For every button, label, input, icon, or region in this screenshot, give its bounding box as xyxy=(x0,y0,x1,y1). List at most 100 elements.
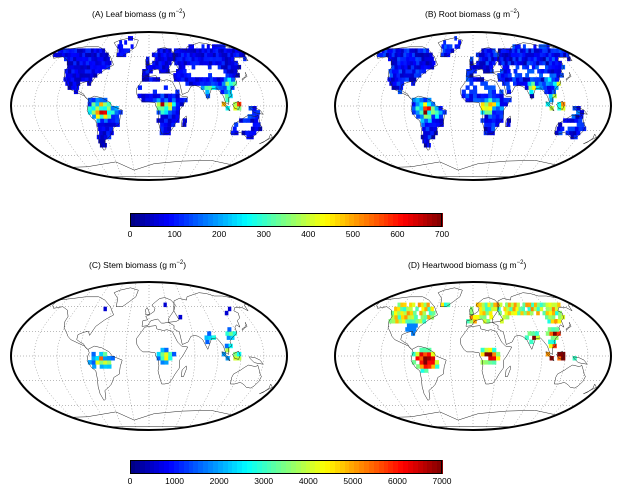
biomass-cell xyxy=(505,314,510,320)
biomass-cell xyxy=(160,114,165,119)
biomass-cell xyxy=(215,60,219,66)
biomass-cell xyxy=(461,89,466,95)
colorbar-segment xyxy=(232,460,238,474)
biomass-cell xyxy=(95,356,100,361)
biomass-cell xyxy=(118,110,123,115)
biomass-cell xyxy=(167,118,172,123)
biomass-cell xyxy=(226,48,230,53)
biomass-cell xyxy=(67,85,72,90)
biomass-cell xyxy=(103,114,108,119)
biomass-cell xyxy=(410,64,415,70)
biomass-cell xyxy=(427,106,432,111)
biomass-cell xyxy=(160,110,165,115)
biomass-cell xyxy=(500,56,504,62)
biomass-cell xyxy=(234,64,238,70)
biomass-cell xyxy=(575,114,580,119)
biomass-cell xyxy=(414,314,418,320)
biomass-cell xyxy=(170,56,174,62)
biomass-cell xyxy=(192,81,197,86)
biomass-cell xyxy=(167,126,172,132)
colorbar-tick-label: 500 xyxy=(345,229,360,239)
panel-b-title: (B) Root biomass (g m−2) xyxy=(425,9,520,19)
graticule-meridian xyxy=(79,282,112,430)
biomass-cell xyxy=(524,56,528,62)
biomass-cell xyxy=(69,73,73,78)
biomass-cell xyxy=(479,310,483,316)
biomass-cell xyxy=(214,44,218,49)
biomass-cell xyxy=(230,69,234,74)
biomass-cell xyxy=(394,52,398,58)
coastline-madagascar xyxy=(181,115,187,127)
colorbar-segment xyxy=(388,213,394,227)
biomass-cell xyxy=(491,126,496,132)
biomass-cell xyxy=(436,122,441,127)
biomass-cell xyxy=(387,77,392,82)
biomass-cell xyxy=(527,56,531,62)
biomass-cell xyxy=(163,52,167,58)
biomass-cell xyxy=(488,118,493,123)
biomass-cell xyxy=(547,48,551,53)
biomass-cell xyxy=(469,97,474,103)
colorbar-segment xyxy=(349,460,355,474)
biomass-cell xyxy=(233,69,238,74)
biomass-cell xyxy=(522,64,526,70)
biomass-cell xyxy=(465,93,470,99)
biomass-cell xyxy=(404,64,408,70)
coastline-madagascar xyxy=(505,365,511,377)
biomass-cell xyxy=(223,48,227,53)
biomass-cell xyxy=(141,93,146,99)
biomass-cell xyxy=(431,110,436,115)
biomass-cell xyxy=(405,77,410,82)
biomass-cell xyxy=(439,118,444,123)
colorbar-segment xyxy=(393,213,399,227)
biomass-cell xyxy=(492,110,497,115)
biomass-cell xyxy=(527,306,531,312)
biomass-cell xyxy=(103,364,108,369)
biomass-cell xyxy=(76,52,80,58)
biomass-cell xyxy=(493,52,497,58)
biomass-cell xyxy=(522,52,526,58)
biomass-cell xyxy=(188,77,193,82)
biomass-cell xyxy=(469,77,474,82)
coastline-south-america xyxy=(410,345,447,401)
biomass-cell xyxy=(420,52,424,58)
biomass-cell xyxy=(152,77,157,82)
biomass-cell xyxy=(413,60,417,66)
biomass-cell xyxy=(423,101,428,107)
biomass-cell xyxy=(403,52,407,58)
biomass-cell xyxy=(175,93,180,99)
coastline-new-guinea xyxy=(249,356,264,365)
biomass-cell xyxy=(429,126,434,132)
biomass-cell xyxy=(497,77,502,82)
biomass-cell xyxy=(415,101,420,107)
colorbar-segment xyxy=(281,213,287,227)
coastline-japan xyxy=(565,322,572,332)
biomass-cell xyxy=(488,106,493,111)
biomass-cell xyxy=(74,48,78,53)
biomass-cell xyxy=(569,48,574,53)
biomass-cell xyxy=(99,110,104,115)
biomass-cell xyxy=(536,310,540,316)
colorbar-segment xyxy=(130,460,136,474)
biomass-cell xyxy=(224,310,229,316)
biomass-cell xyxy=(61,52,66,58)
biomass-cell xyxy=(423,110,428,115)
biomass-cell xyxy=(400,73,404,78)
biomass-cell xyxy=(95,97,100,103)
biomass-cell xyxy=(469,93,474,99)
biomass-cell xyxy=(74,77,79,82)
biomass-cell xyxy=(578,118,583,123)
graticule-meridian xyxy=(186,282,219,430)
biomass-cell xyxy=(523,310,528,316)
biomass-cell xyxy=(486,48,490,53)
colorbar-segment xyxy=(407,213,414,227)
biomass-cell xyxy=(545,306,550,312)
biomass-cell xyxy=(488,356,493,361)
biomass-cell xyxy=(528,302,532,308)
colorbar-segment xyxy=(144,213,151,227)
colorbar-segment xyxy=(300,213,307,227)
biomass-cell xyxy=(236,52,240,58)
biomass-cell xyxy=(394,314,399,320)
biomass-cell xyxy=(248,106,253,111)
biomass-cell xyxy=(227,306,232,312)
